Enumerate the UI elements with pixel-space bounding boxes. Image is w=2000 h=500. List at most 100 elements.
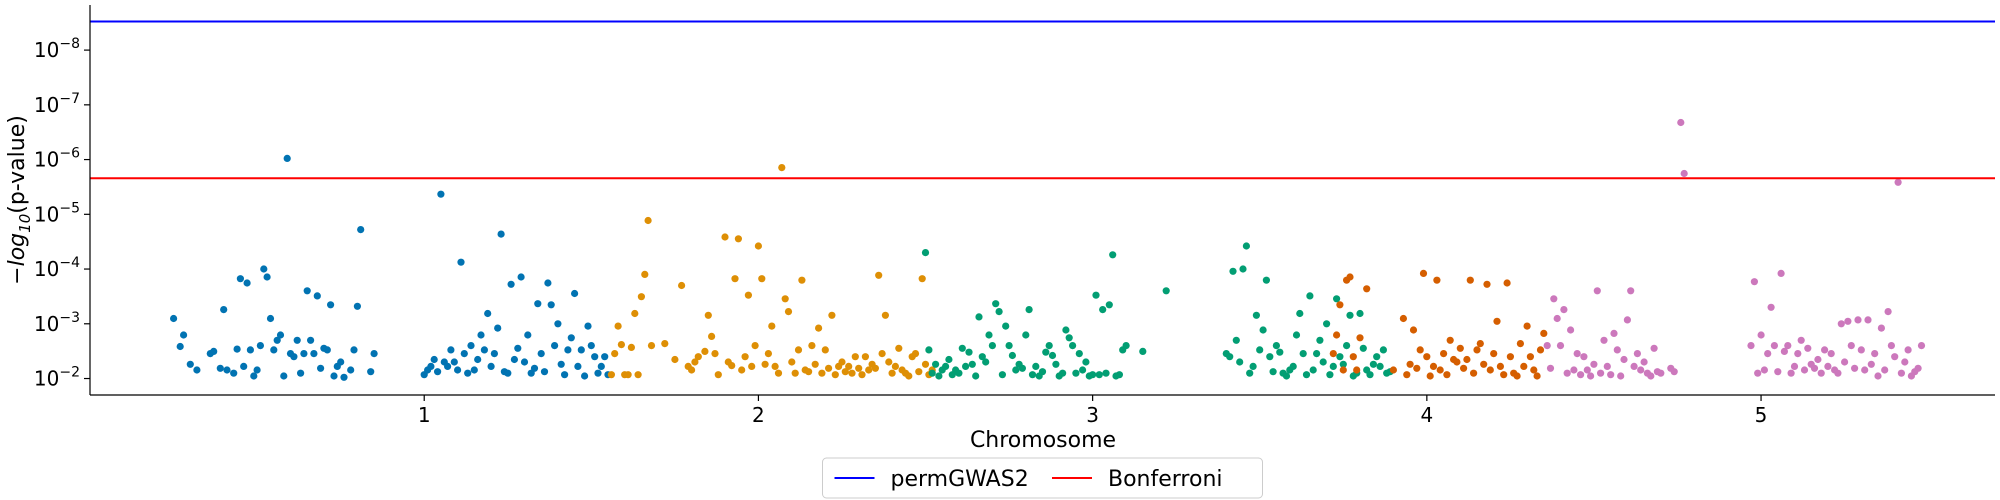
data-point-chr4 [1473, 346, 1481, 354]
data-point-chr3 [1042, 348, 1050, 356]
data-point-chr2 [641, 270, 649, 278]
data-point-chr2 [818, 369, 826, 377]
data-point-chr2 [734, 235, 743, 243]
data-point-chr3 [1018, 364, 1026, 372]
data-point-chr5 [1757, 331, 1765, 339]
data-point-chr3 [1249, 362, 1257, 370]
data-point-chr4 [1409, 326, 1418, 334]
data-point-chr1 [447, 346, 455, 354]
data-point-chr2 [918, 275, 926, 283]
data-point-chr1 [594, 369, 602, 377]
y-tick-label: 10−8 [34, 36, 80, 62]
data-point-chr5 [1814, 355, 1822, 364]
data-point-chr1 [444, 362, 452, 370]
data-point-chr5 [1774, 368, 1782, 376]
data-point-chr3 [945, 355, 953, 364]
data-point-chr3 [962, 362, 970, 370]
data-point-chr3 [1379, 346, 1387, 354]
data-point-chr1 [220, 306, 228, 314]
data-point-chr2 [751, 342, 759, 350]
data-point-chr2 [878, 350, 886, 358]
data-point-chr4 [1419, 269, 1428, 277]
data-point-chr3 [1266, 353, 1274, 361]
data-point-chr3 [1075, 350, 1083, 358]
data-point-chr5 [1871, 350, 1879, 358]
data-point-chr3 [1302, 371, 1311, 379]
data-point-chr3 [1226, 353, 1234, 361]
data-point-chr2 [671, 355, 679, 364]
data-point-chr1 [494, 324, 502, 332]
data-point-chr1 [430, 355, 438, 364]
data-point-chr1 [480, 346, 488, 354]
data-point-chr3 [1323, 320, 1331, 328]
data-point-chr3 [1102, 369, 1110, 377]
data-point-chr2 [771, 362, 779, 370]
data-point-chr5 [1847, 342, 1855, 350]
data-point-chr2 [637, 293, 646, 301]
data-point-chr3 [1259, 326, 1267, 334]
data-point-chr4 [1533, 372, 1541, 380]
data-point-chr5 [1607, 371, 1615, 379]
data-point-chr1 [310, 350, 318, 358]
legend-label-permgwas2: permGWAS2 [891, 467, 1029, 492]
data-point-chr2 [631, 309, 639, 318]
data-point-chr1 [243, 279, 251, 287]
data-point-chr4 [1490, 350, 1498, 358]
data-point-chr2 [791, 369, 799, 377]
data-point-chr5 [1603, 362, 1611, 370]
data-point-chr5 [1891, 353, 1899, 361]
data-point-chr4 [1339, 366, 1347, 374]
data-point-chr3 [1082, 358, 1090, 366]
data-point-chr2 [865, 366, 873, 374]
data-point-chr1 [427, 362, 435, 370]
data-point-chr1 [437, 190, 445, 198]
data-point-chr1 [587, 342, 595, 350]
data-point-chr1 [246, 346, 254, 354]
data-point-chr2 [744, 291, 753, 299]
data-point-chr2 [815, 324, 823, 332]
data-point-chr2 [738, 366, 746, 374]
data-point-chr3 [1319, 358, 1327, 366]
data-point-chr1 [544, 279, 552, 287]
data-point-chr2 [714, 371, 722, 379]
data-point-chr2 [644, 216, 652, 225]
data-point-chr1 [584, 322, 592, 330]
data-point-chr5 [1867, 360, 1875, 368]
data-point-chr3 [1092, 291, 1100, 299]
data-point-chr5 [1650, 344, 1658, 352]
data-point-chr1 [170, 314, 178, 323]
data-point-chr3 [942, 362, 950, 370]
data-point-chr5 [1864, 316, 1872, 324]
data-point-chr4 [1436, 366, 1444, 374]
data-point-chr3 [1032, 362, 1040, 370]
data-point-chr1 [467, 342, 475, 350]
data-point-chr2 [915, 368, 923, 376]
data-point-chr5 [1550, 295, 1558, 303]
data-point-chr5 [1841, 358, 1849, 366]
data-point-chr1 [186, 360, 194, 368]
data-point-chr3 [1292, 331, 1301, 339]
data-point-chr5 [1680, 169, 1688, 178]
data-point-chr1 [520, 358, 529, 366]
data-point-chr1 [460, 350, 468, 358]
data-point-chr2 [694, 353, 702, 361]
data-point-chr4 [1540, 329, 1548, 337]
data-point-chr1 [470, 366, 478, 374]
data-point-chr5 [1633, 350, 1641, 358]
data-point-chr4 [1363, 285, 1371, 293]
data-point-chr5 [1640, 358, 1648, 366]
data-point-chr1 [293, 336, 301, 344]
data-point-chr3 [1343, 342, 1351, 350]
data-point-chr3 [1333, 295, 1341, 303]
data-point-chr1 [567, 334, 575, 342]
data-point-chr5 [1914, 364, 1922, 372]
data-point-chr2 [624, 371, 632, 379]
data-point-chr3 [1038, 368, 1047, 376]
data-point-chr1 [484, 309, 492, 318]
data-point-chr1 [300, 350, 308, 358]
data-point-chr5 [1904, 346, 1912, 354]
data-point-chr1 [260, 265, 268, 273]
data-point-chr1 [290, 353, 298, 361]
data-point-chr1 [357, 226, 365, 234]
data-point-chr1 [236, 275, 244, 283]
